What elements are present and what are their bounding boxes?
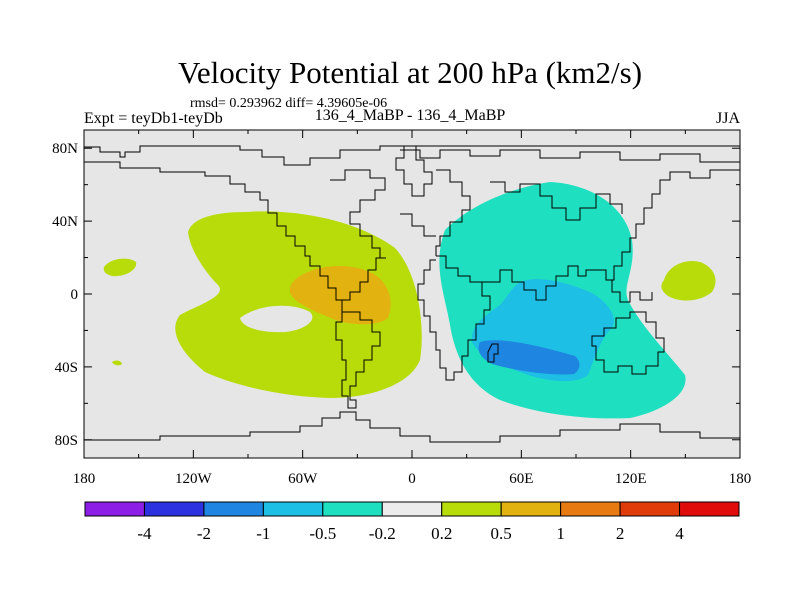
coastline-southeast-asia: [606, 279, 653, 303]
colorbar-swatch: [441, 501, 502, 517]
x-tick-label: 0: [408, 471, 416, 487]
negative-deep-core-region: [478, 340, 580, 375]
positive-americas-core-region: [289, 265, 391, 325]
colorbar-swatch: [560, 501, 621, 517]
colorbar-swatch: [262, 501, 324, 517]
right-subtitle: JJA: [716, 110, 740, 127]
colorbar-label: -0.2: [369, 524, 396, 543]
colorbar: -4 -2 -1 -0.5 -0.2 0.2 0.5 1 2 4: [84, 501, 740, 543]
colorbar-label: 4: [675, 524, 684, 543]
coastline-north-atlantic: [330, 169, 386, 259]
x-tick-label: 60E: [509, 471, 533, 487]
colorbar-swatch: [381, 501, 443, 517]
x-tick-label: 180: [73, 471, 96, 487]
center-subtitle: 136_4_MaBP - 136_4_MaBP: [315, 107, 506, 124]
coastline-north-top: [84, 145, 740, 166]
coastline-australia: [591, 311, 665, 375]
positive-small-west-region: [103, 258, 137, 277]
colorbar-swatch: [84, 501, 145, 517]
colorbar-swatch: [143, 501, 205, 517]
positive-east-pacific-region: [661, 260, 716, 301]
coastline-east-asia: [596, 169, 740, 281]
coastline-antarctica: [84, 411, 740, 443]
coastline-arabia-india: [482, 265, 596, 301]
x-tick-label: 180: [729, 471, 752, 487]
coastline-central-america: [342, 257, 386, 301]
coastline-europe: [435, 169, 471, 256]
coastline-south-america: [335, 311, 381, 409]
colorbar-label: 1: [556, 524, 565, 543]
y-tick-label: 0: [71, 287, 79, 303]
coastline-mediterranean: [400, 213, 436, 237]
coastlines: [84, 145, 740, 443]
left-subtitle: Expt = teyDb1-teyDb: [84, 110, 223, 127]
colorbar-swatch: [322, 501, 383, 517]
x-axis: 180 120W 60W 0 60E 120E 180: [73, 130, 752, 487]
x-tick-label: 120W: [175, 471, 213, 487]
positive-west-pacific-region: [175, 211, 422, 398]
y-tick-label: 40S: [55, 360, 78, 376]
map-plot-area: [84, 130, 740, 458]
coastline-siberia: [490, 181, 623, 221]
colorbar-swatch: [619, 501, 681, 517]
x-tick-label: 120E: [615, 471, 647, 487]
y-axis: 80N 40N 0 40S 80S: [52, 141, 740, 449]
colorbar-swatch: [500, 501, 562, 517]
chart-title: Velocity Potential at 200 hPa (km2/s): [178, 55, 642, 90]
x-tick-label: 60W: [288, 471, 318, 487]
y-tick-label: 40N: [52, 214, 78, 230]
coastline-europe-asia-north: [400, 149, 740, 163]
coastline-north-canada: [84, 161, 348, 313]
colorbar-swatch: [203, 501, 264, 517]
colorbar-label: 2: [616, 524, 625, 543]
positive-small-south-west-dot: [112, 360, 122, 366]
colorbar-label: 0.5: [491, 524, 512, 543]
stats-line: rmsd= 0.293962 diff= 4.39605e-06: [190, 96, 387, 111]
colorbar-label: -4: [137, 524, 152, 543]
colorbar-label: -0.5: [309, 524, 336, 543]
y-tick-label: 80N: [52, 141, 78, 157]
coastline-madagascar: [487, 343, 499, 363]
colorbar-label: 0.2: [431, 524, 452, 543]
coastline-greenland: [395, 146, 433, 197]
colorbar-swatch: [679, 501, 740, 517]
coastline-africa: [417, 255, 491, 381]
colorbar-label: -2: [197, 524, 211, 543]
y-tick-label: 80S: [55, 433, 78, 449]
colorbar-label: -1: [256, 524, 270, 543]
